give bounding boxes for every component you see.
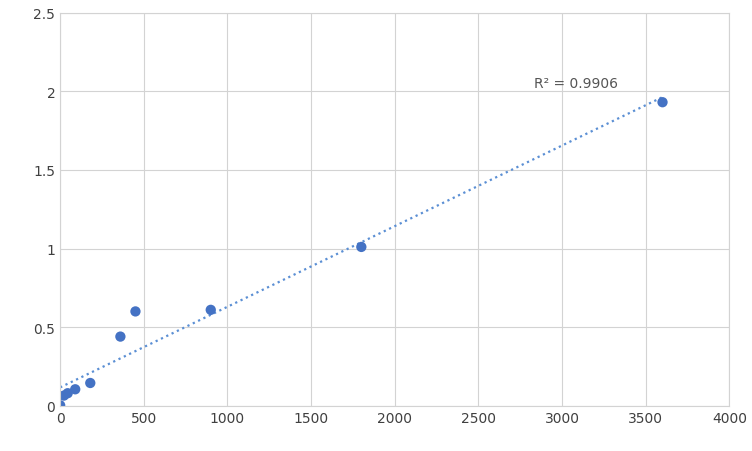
Point [69, 386, 81, 393]
Point [84, 380, 96, 387]
Point [114, 333, 126, 341]
Point [205, 307, 217, 314]
Text: R² = 0.9906: R² = 0.9906 [534, 77, 617, 91]
Point [656, 99, 669, 106]
Point [54, 402, 66, 409]
Point [355, 244, 367, 251]
Point [62, 390, 74, 397]
Point [58, 392, 70, 399]
Point [129, 308, 141, 315]
